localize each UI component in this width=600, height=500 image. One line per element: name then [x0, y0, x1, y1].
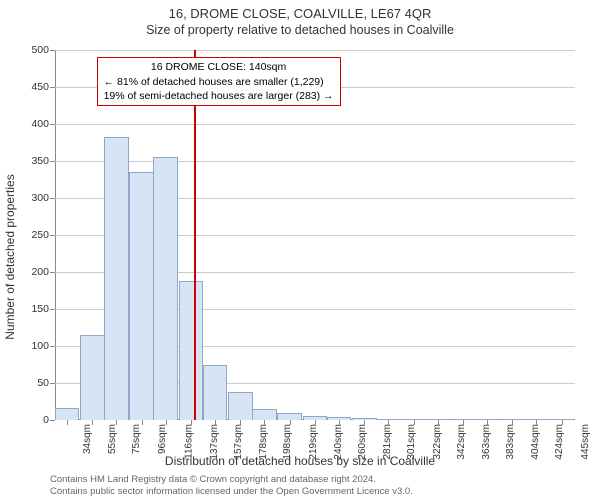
- x-tick: [414, 420, 415, 425]
- footer-line-1: Contains HM Land Registry data © Crown c…: [50, 474, 590, 486]
- x-tick-label: 75sqm: [131, 424, 142, 454]
- x-tick-label: 96sqm: [157, 424, 168, 454]
- annotation-box: 16 DROME CLOSE: 140sqm← 81% of detached …: [97, 57, 341, 106]
- histogram-bar: [252, 409, 277, 420]
- gridline: [55, 124, 575, 125]
- histogram-bar: [80, 335, 105, 420]
- x-tick: [487, 420, 488, 425]
- y-tick-label: 500: [31, 44, 49, 56]
- x-tick: [116, 420, 117, 425]
- x-tick: [290, 420, 291, 425]
- histogram-bar: [277, 413, 302, 420]
- y-tick-label: 250: [31, 229, 49, 241]
- histogram-bar: [153, 157, 178, 420]
- x-tick: [166, 420, 167, 425]
- histogram-chart: 16, DROME CLOSE, COALVILLE, LE67 4QR Siz…: [0, 0, 600, 500]
- y-tick-label: 350: [31, 155, 49, 167]
- x-tick: [512, 420, 513, 425]
- histogram-bar: [129, 172, 154, 420]
- x-tick: [364, 420, 365, 425]
- y-tick-label: 0: [43, 414, 49, 426]
- y-tick-label: 300: [31, 192, 49, 204]
- gridline: [55, 50, 575, 51]
- y-tick: [50, 124, 55, 125]
- chart-subtitle: Size of property relative to detached ho…: [0, 21, 600, 37]
- y-tick: [50, 383, 55, 384]
- x-axis-label: Distribution of detached houses by size …: [0, 454, 600, 468]
- x-tick: [463, 420, 464, 425]
- y-tick: [50, 272, 55, 273]
- x-tick-label: 34sqm: [82, 424, 93, 454]
- footer-line-2: Contains public sector information licen…: [50, 486, 590, 498]
- y-tick-label: 50: [37, 377, 49, 389]
- histogram-bar: [104, 137, 129, 420]
- x-tick: [562, 420, 563, 425]
- y-tick: [50, 50, 55, 51]
- y-axis-label: Number of detached properties: [3, 174, 17, 339]
- histogram-bar: [228, 392, 253, 420]
- y-tick: [50, 161, 55, 162]
- x-tick: [388, 420, 389, 425]
- y-tick-label: 450: [31, 81, 49, 93]
- annotation-line: 16 DROME CLOSE: 140sqm: [104, 60, 334, 74]
- x-tick: [315, 420, 316, 425]
- y-tick: [50, 235, 55, 236]
- x-tick: [240, 420, 241, 425]
- x-tick: [215, 420, 216, 425]
- gridline: [55, 161, 575, 162]
- chart-title: 16, DROME CLOSE, COALVILLE, LE67 4QR: [0, 0, 600, 21]
- x-tick: [92, 420, 93, 425]
- y-tick-label: 400: [31, 118, 49, 130]
- y-tick: [50, 87, 55, 88]
- x-tick: [264, 420, 265, 425]
- footer-attribution: Contains HM Land Registry data © Crown c…: [50, 474, 590, 498]
- annotation-line: ← 81% of detached houses are smaller (1,…: [104, 75, 334, 89]
- annotation-line: 19% of semi-detached houses are larger (…: [104, 89, 334, 103]
- x-tick-label: 55sqm: [107, 424, 118, 454]
- x-tick: [339, 420, 340, 425]
- y-tick-label: 150: [31, 303, 49, 315]
- histogram-bar: [179, 281, 204, 420]
- y-tick: [50, 346, 55, 347]
- y-tick: [50, 198, 55, 199]
- x-tick: [67, 420, 68, 425]
- y-tick: [50, 309, 55, 310]
- y-tick-label: 200: [31, 266, 49, 278]
- x-tick: [142, 420, 143, 425]
- histogram-bar: [55, 408, 80, 420]
- x-tick: [191, 420, 192, 425]
- y-tick-label: 100: [31, 340, 49, 352]
- x-tick: [438, 420, 439, 425]
- histogram-bar: [203, 365, 228, 421]
- y-tick: [50, 420, 55, 421]
- x-tick: [536, 420, 537, 425]
- plot-area: 05010015020025030035040045050034sqm55sqm…: [55, 50, 575, 420]
